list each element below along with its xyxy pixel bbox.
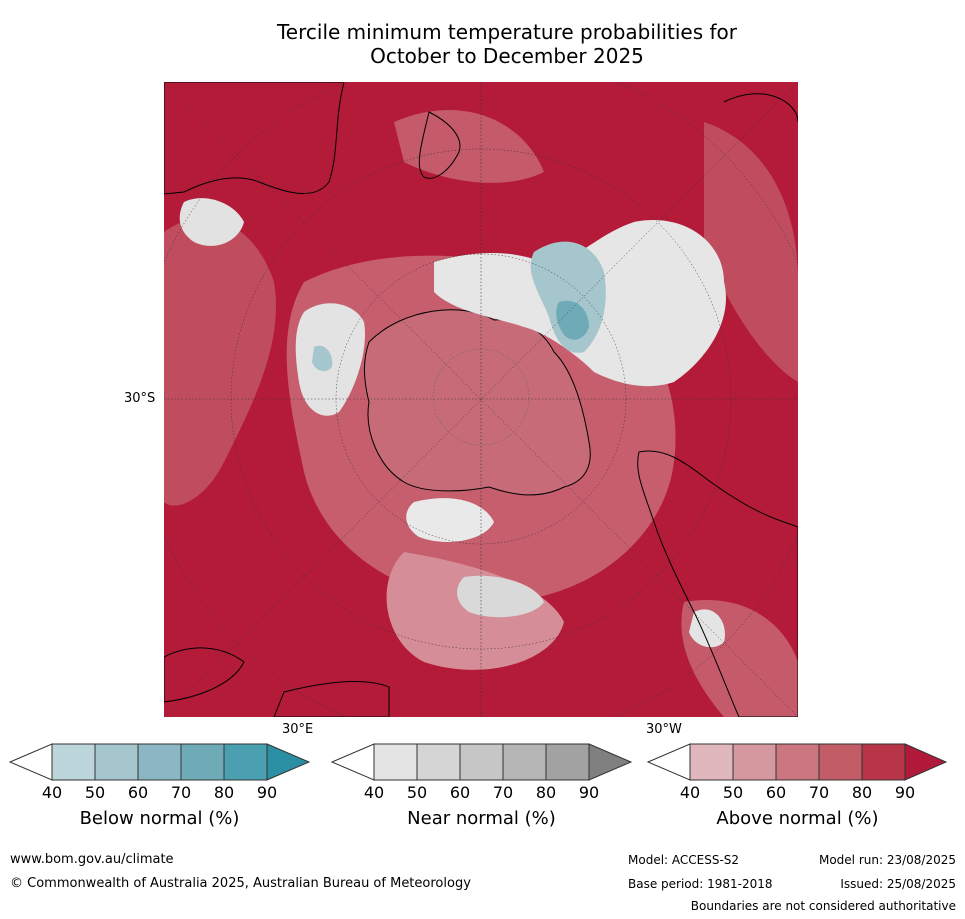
tick-label: 60: [127, 783, 149, 802]
tick-label: 50: [406, 783, 428, 802]
tick-label: 60: [765, 783, 787, 802]
colorbar-segment: [416, 743, 461, 781]
south-america-coastline: [637, 450, 798, 717]
colorbar-max-arrow: [904, 743, 948, 781]
colorbar-segment: [545, 743, 590, 781]
probability-map: [164, 82, 798, 717]
colorbar-segment: [373, 743, 418, 781]
tick-label: 40: [679, 783, 701, 802]
near-normal-region: [457, 575, 544, 618]
colorbar-title-above: Above normal (%): [716, 808, 879, 829]
colorbar-near-normal: [330, 743, 633, 781]
tick-label: 80: [535, 783, 557, 802]
colorbar-segment: [51, 743, 96, 781]
colorbar-above-normal: [646, 743, 948, 781]
colorbar-segment: [94, 743, 139, 781]
colorbar-max-arrow: [588, 743, 633, 781]
colorbar-min-arrow: [8, 743, 53, 781]
colorbar-min-arrow: [330, 743, 375, 781]
colorbar-max-arrow: [266, 743, 311, 781]
tick-label: 80: [213, 783, 235, 802]
colorbar-title-near: Near normal (%): [407, 808, 556, 829]
coastline: [723, 93, 798, 123]
disclaimer-text: Boundaries are not considered authoritat…: [690, 899, 956, 913]
colorbar-segment: [775, 743, 820, 781]
model-run-text: Model run: 23/08/2025: [818, 853, 956, 867]
tick-label: 80: [851, 783, 873, 802]
new-zealand-coastline: [418, 111, 461, 179]
colorbar-segment: [732, 743, 777, 781]
above-normal-patch: [394, 110, 544, 183]
near-normal-region: [689, 609, 725, 648]
below-normal-core: [556, 300, 589, 340]
tick-label: 70: [808, 783, 830, 802]
longitude-label-east: 30°E: [282, 722, 314, 737]
website-text: www.bom.gov.au/climate: [10, 852, 174, 867]
antarctica-landmass: [364, 309, 591, 496]
above-normal-patch: [704, 122, 798, 382]
colorbar-segment: [459, 743, 504, 781]
colorbar-segment: [223, 743, 268, 781]
map-title: Tercile minimum temperature probabilitie…: [160, 20, 854, 68]
tick-label: 90: [894, 783, 916, 802]
near-normal-region: [406, 498, 494, 542]
model-text: Model: ACCESS-S2: [628, 853, 740, 867]
tick-label: 50: [84, 783, 106, 802]
tick-label: 50: [722, 783, 744, 802]
graticule-circle: [335, 253, 627, 545]
tick-label: 40: [363, 783, 385, 802]
map-graphic: [164, 82, 798, 717]
latitude-label: 30°S: [124, 391, 156, 406]
tick-label: 40: [41, 783, 63, 802]
graticule-line: [164, 82, 798, 717]
tick-label: 70: [492, 783, 514, 802]
below-normal-region: [312, 345, 333, 372]
issued-text: Issued: 25/08/2025: [840, 877, 956, 891]
colorbar-segment: [818, 743, 863, 781]
tick-label: 90: [256, 783, 278, 802]
tick-label: 90: [578, 783, 600, 802]
colorbar-segment: [137, 743, 182, 781]
madagascar-region-coastline: [273, 681, 390, 717]
colorbar-min-arrow: [646, 743, 691, 781]
colorbar-segment: [502, 743, 547, 781]
colorbar-segment: [689, 743, 734, 781]
colorbar-below-normal: [8, 743, 311, 781]
base-period-text: Base period: 1981-2018: [628, 877, 773, 891]
africa-coastline: [164, 647, 245, 703]
title-line-2: October to December 2025: [370, 44, 644, 68]
graticule-circle: [230, 148, 732, 650]
australia-coastline: [164, 82, 345, 195]
near-normal-region: [179, 198, 244, 246]
tick-label: 60: [449, 783, 471, 802]
colorbars: [8, 743, 948, 781]
copyright-text: © Commonwealth of Australia 2025, Austra…: [10, 876, 471, 891]
tick-label: 70: [170, 783, 192, 802]
title-line-1: Tercile minimum temperature probabilitie…: [276, 20, 738, 44]
colorbar-segment: [861, 743, 906, 781]
graticule-circle: [432, 348, 530, 446]
colorbar-title-below: Below normal (%): [79, 808, 240, 829]
colorbar-segment: [180, 743, 225, 781]
longitude-label-west: 30°W: [646, 722, 682, 737]
above-normal-patch: [164, 218, 276, 506]
